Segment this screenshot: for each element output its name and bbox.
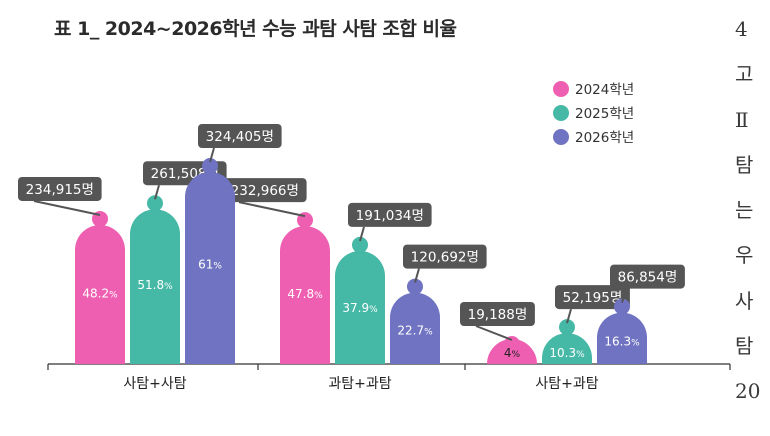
callout-box bbox=[460, 302, 535, 326]
callout-pointer bbox=[238, 201, 306, 218]
category-label: 사탐+과탐 bbox=[535, 376, 598, 392]
bar bbox=[75, 224, 125, 364]
bar-top-marker bbox=[352, 236, 368, 253]
bar bbox=[390, 292, 440, 364]
callout-box bbox=[198, 124, 282, 148]
percent-label: 22.7% bbox=[397, 324, 433, 338]
legend-swatch bbox=[553, 105, 569, 121]
side-text-fragment: Ⅱ bbox=[735, 107, 749, 132]
legend-swatch bbox=[553, 81, 569, 97]
legend-swatch bbox=[553, 129, 569, 145]
bar bbox=[130, 209, 180, 364]
count-label: 234,915명 bbox=[26, 182, 94, 198]
legend-label: 2025학년 bbox=[575, 106, 634, 122]
legend-label: 2024학년 bbox=[575, 82, 634, 98]
percent-label: 51.8% bbox=[137, 278, 173, 292]
percent-label: 37.9% bbox=[342, 301, 378, 315]
count-label: 86,854명 bbox=[618, 270, 678, 286]
bar bbox=[597, 312, 647, 364]
side-text-fragment: 고 bbox=[735, 62, 754, 87]
percent-label: 47.8% bbox=[287, 287, 323, 301]
bar bbox=[335, 250, 385, 364]
callout-box bbox=[403, 244, 487, 269]
side-text-fragment: 20 bbox=[735, 379, 761, 404]
count-label: 191,034명 bbox=[356, 208, 424, 224]
legend-label: 2026학년 bbox=[575, 130, 634, 146]
callout-pointer bbox=[154, 184, 160, 200]
count-label: 19,188명 bbox=[468, 307, 528, 323]
count-label: 324,405명 bbox=[206, 129, 274, 145]
bar bbox=[542, 333, 592, 364]
callout-pointer bbox=[566, 308, 572, 324]
bar bbox=[185, 172, 235, 364]
callout-box bbox=[223, 178, 307, 203]
callout-pointer bbox=[359, 226, 365, 242]
side-text-fragment: 4 bbox=[735, 17, 748, 41]
percent-label: 16.3% bbox=[604, 335, 640, 349]
bar-top-marker bbox=[614, 298, 630, 315]
callout-box bbox=[348, 202, 432, 227]
side-text-fragment: 탐 bbox=[735, 334, 754, 359]
count-label: 120,692명 bbox=[411, 250, 479, 266]
callout-pointer bbox=[33, 199, 101, 216]
percent-label: 48.2% bbox=[82, 287, 118, 301]
bar bbox=[280, 226, 330, 364]
chart-title: 표 1_ 2024~2026학년 수능 과탐 사탐 조합 비율 bbox=[54, 18, 457, 40]
callout-pointer bbox=[414, 268, 420, 283]
count-label: 232,966명 bbox=[231, 183, 299, 199]
count-label: 52,195명 bbox=[563, 290, 623, 306]
adjacent-article-text: 4 고 Ⅱ 탐 는 우 사 탐 20 bbox=[735, 14, 770, 422]
bar-top-marker bbox=[407, 278, 423, 295]
callout-pointer bbox=[621, 288, 627, 303]
bar-top-marker bbox=[559, 319, 575, 336]
callout-pointer bbox=[475, 325, 513, 341]
bar-top-marker bbox=[202, 158, 218, 174]
callout-box bbox=[555, 285, 630, 310]
percent-label: 4% bbox=[504, 346, 521, 360]
category-label: 사탐+사탐 bbox=[123, 376, 186, 392]
category-label: 과탐+과탐 bbox=[328, 376, 391, 392]
percent-label: 10.3% bbox=[549, 346, 585, 360]
side-text-fragment: 우 bbox=[735, 243, 754, 268]
bar-top-marker bbox=[147, 195, 163, 212]
callout-box bbox=[610, 264, 685, 289]
callout-pointer bbox=[209, 147, 215, 163]
side-text-fragment: 는 bbox=[735, 198, 754, 223]
callout-box bbox=[18, 176, 102, 201]
side-text-fragment: 사 bbox=[735, 288, 754, 313]
side-text-fragment: 탐 bbox=[735, 152, 754, 177]
percent-label: 61% bbox=[198, 257, 222, 271]
bar-top-marker bbox=[504, 336, 520, 352]
